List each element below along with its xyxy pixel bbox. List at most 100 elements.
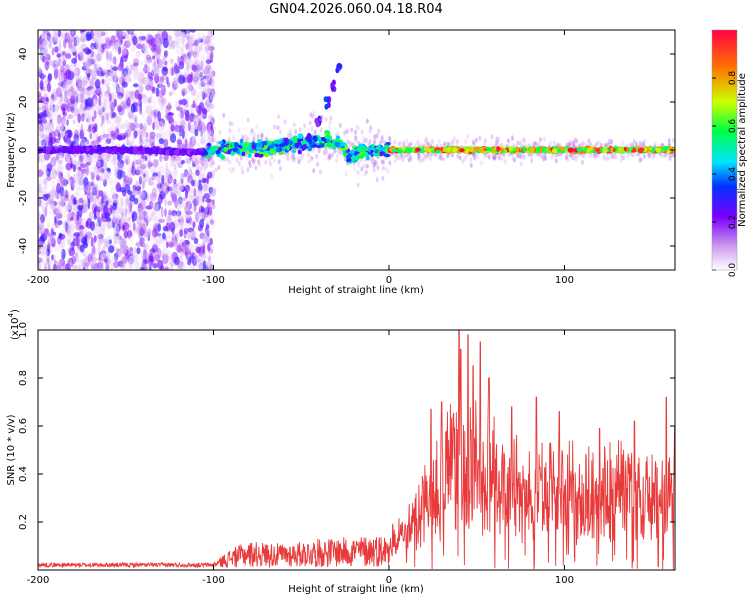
spectrogram-noise-blob — [104, 100, 111, 111]
spectrogram-noise-blob — [116, 247, 119, 254]
spectrogram-noise-blob — [38, 197, 42, 207]
spectrogram-noise-blob — [126, 97, 131, 107]
spectrogram-noise-blob — [155, 131, 160, 142]
spectrogram-noise-blob — [179, 229, 184, 238]
spectrogram-band-blob — [210, 130, 214, 136]
spectrogram-noise-blob — [90, 46, 95, 52]
spectrogram-noise-blob — [101, 31, 106, 36]
spectrogram-noise-blob — [54, 169, 59, 177]
spectrogram-noise-blob — [195, 155, 200, 166]
spectrogram-noise-blob — [188, 257, 191, 263]
spectrogram-noise-blob — [206, 223, 209, 228]
spectrogram-noise-blob — [211, 84, 215, 90]
spectrogram-noise-blob — [55, 116, 62, 128]
spectrogram-noise-blob — [89, 221, 96, 231]
spectrogram-noise-blob — [46, 248, 50, 257]
spectrogram-noise-blob — [158, 208, 164, 217]
spectrogram-noise-blob — [76, 186, 82, 192]
spectrogram-noise-blob — [196, 39, 200, 49]
spectrogram-band-blob — [336, 130, 340, 136]
spectrogram-noise-blob — [105, 83, 109, 88]
spectrogram-noise-blob — [178, 196, 183, 205]
spectrogram-noise-blob — [50, 156, 57, 167]
spectrogram-band-blob — [319, 127, 323, 133]
spectrogram-noise-blob — [146, 231, 151, 236]
spectrogram-band-blob — [592, 152, 596, 158]
spectrogram-noise-blob — [50, 177, 56, 188]
spectrogram-noise-blob — [77, 44, 85, 55]
spectrogram-noise-blob — [175, 72, 179, 77]
spectrogram-band-blob — [463, 156, 467, 161]
spectrogram-band-blob — [393, 139, 397, 145]
spectrogram-band-blob — [548, 142, 552, 148]
spectrogram-noise-blob — [170, 159, 176, 165]
spectrogram-noise-blob — [168, 58, 174, 64]
spectrogram-noise-blob — [141, 131, 147, 139]
spectrogram-noise-blob — [65, 53, 72, 60]
spectrogram-band-blob — [307, 158, 311, 164]
spectrogram-noise-blob — [96, 245, 102, 251]
spectrogram-noise-blob — [51, 58, 58, 65]
spectrogram-noise-blob — [194, 114, 199, 119]
spectrogram-noise-blob — [94, 79, 101, 89]
spectrogram-noise-blob — [67, 169, 70, 178]
spectrogram-noise-blob — [128, 255, 135, 264]
spectrogram-noise-blob — [97, 234, 104, 240]
spectrogram-noise-blob — [38, 104, 41, 110]
spectrogram-noise-blob — [46, 232, 52, 238]
spectrogram-noise-blob — [79, 153, 82, 164]
spectrogram-noise-blob — [162, 55, 167, 65]
spectrogram-noise-blob — [109, 177, 114, 186]
spectrogram-band-blob — [602, 155, 606, 161]
spectrogram-noise-blob — [170, 257, 174, 268]
spectrogram-noise-blob — [104, 242, 109, 251]
spectrogram-noise-blob — [205, 133, 211, 138]
spectrogram-noise-blob — [154, 239, 158, 245]
spectrogram-noise-blob — [113, 234, 120, 245]
spectrogram-noise-blob — [38, 262, 41, 269]
spectrogram-noise-blob — [177, 162, 183, 169]
spectrogram-noise-blob — [189, 124, 195, 134]
spectrogram-noise-blob — [172, 229, 176, 240]
spectrogram-noise-blob — [81, 113, 85, 122]
spectrogram-noise-blob — [52, 222, 57, 231]
spectrogram-noise-blob — [205, 136, 210, 145]
spectrogram-noise-blob — [201, 178, 206, 184]
spectrogram-noise-blob — [101, 68, 109, 74]
spectrogram-noise-blob — [200, 137, 204, 146]
spectrogram-noise-blob — [96, 185, 100, 196]
spectrogram-noise-blob — [53, 166, 58, 172]
spectrogram-noise-blob — [70, 175, 73, 187]
spectrogram-noise-blob — [61, 118, 65, 125]
spectrogram-noise-blob — [178, 263, 186, 270]
spectrogram-ridge-blob — [239, 138, 244, 144]
spectrogram-band-blob — [466, 133, 470, 139]
spectrogram-noise-blob — [38, 71, 42, 76]
spectrogram-noise-blob — [126, 156, 130, 164]
spectrogram-noise-blob — [147, 97, 152, 104]
spectrogram-noise-blob — [114, 72, 117, 81]
spectrogram-noise-blob — [51, 47, 55, 56]
spectrogram-noise-blob — [208, 264, 213, 270]
spectrogram-band-blob — [602, 154, 606, 160]
spectrogram-noise-blob — [62, 210, 67, 218]
spectrogram-noise-blob — [201, 136, 207, 143]
spectrogram-noise-blob — [58, 73, 65, 83]
spectrogram-noise-blob — [198, 262, 203, 270]
spectrogram-noise-blob — [40, 49, 46, 55]
spectrogram-noise-blob — [102, 133, 110, 139]
spectrogram-noise-blob — [66, 137, 71, 146]
spectrogram-noise-blob — [49, 119, 53, 125]
spectrogram-noise-blob — [148, 181, 155, 186]
spectrogram-noise-blob — [109, 51, 112, 62]
spectrogram-band-blob — [469, 162, 473, 168]
spectrogram-noise-blob — [204, 237, 210, 244]
spectrogram-noise-blob — [127, 253, 135, 265]
spectrogram-noise-blob — [82, 84, 85, 93]
spectrogram-noise-blob — [165, 216, 173, 225]
spectrogram-noise-blob — [58, 265, 64, 270]
spectrogram-noise-blob — [139, 122, 143, 131]
spectrogram-noise-blob — [112, 57, 116, 64]
spectrogram-noise-blob — [130, 30, 137, 33]
spectrogram-noise-blob — [73, 36, 78, 47]
